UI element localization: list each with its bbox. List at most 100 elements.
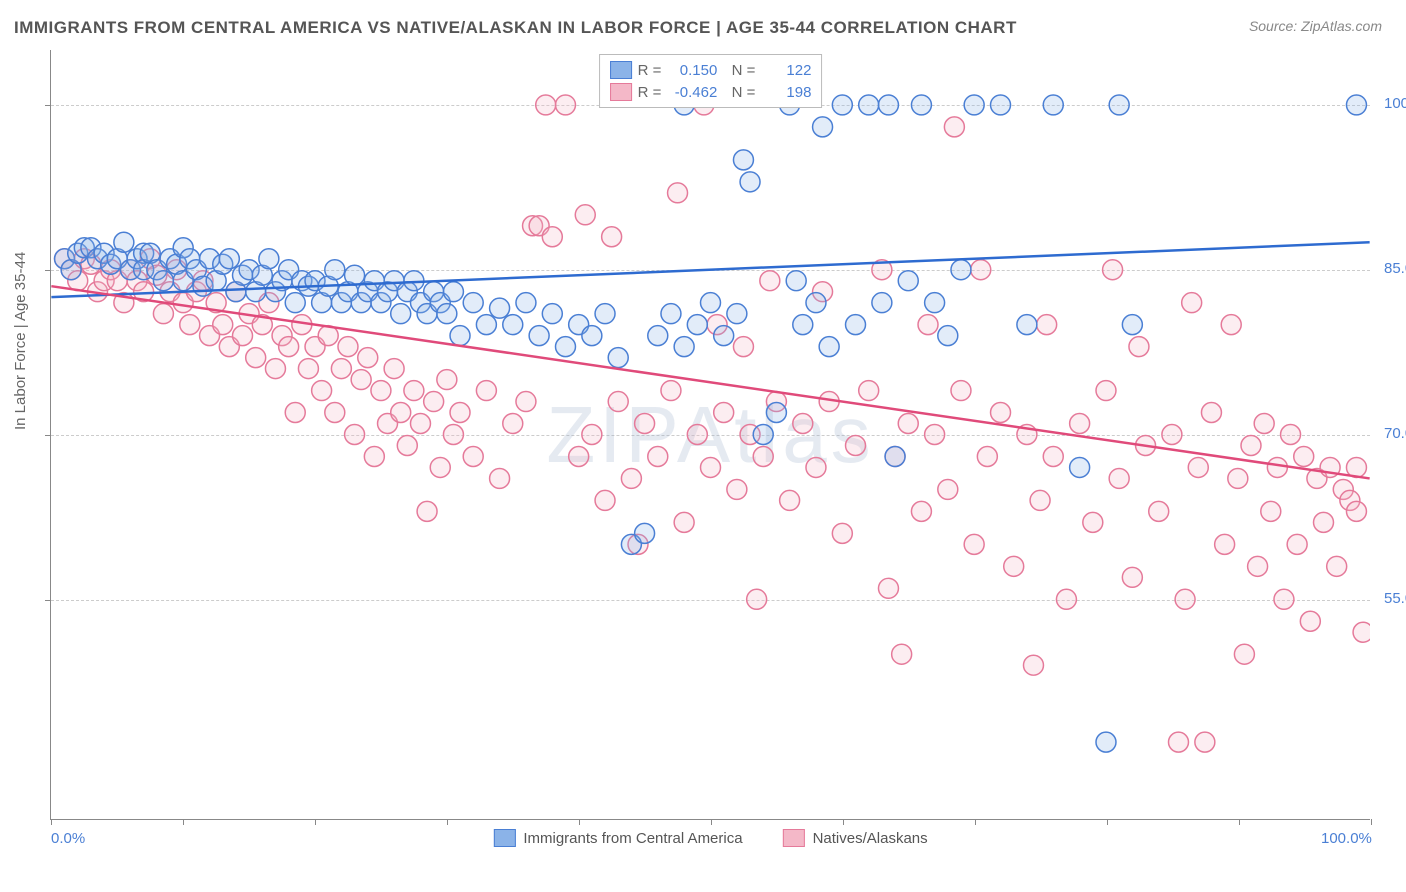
scatter-point [1096, 381, 1116, 401]
scatter-point [259, 249, 279, 269]
n-value-1: 198 [761, 84, 811, 101]
scatter-point [153, 304, 173, 324]
scatter-point [430, 457, 450, 477]
x-tick-mark [1239, 819, 1240, 825]
scatter-point [364, 446, 384, 466]
scatter-point [1287, 534, 1307, 554]
scatter-point [859, 95, 879, 115]
scatter-point [463, 446, 483, 466]
scatter-point [1261, 501, 1281, 521]
legend-item-0: Immigrants from Central America [493, 829, 742, 847]
scatter-point [714, 403, 734, 423]
scatter-point [938, 326, 958, 346]
scatter-point [944, 117, 964, 137]
scatter-point [397, 435, 417, 455]
scatter-point [582, 326, 602, 346]
scatter-point [371, 381, 391, 401]
scatter-point [635, 523, 655, 543]
scatter-point [1109, 95, 1129, 115]
scatter-point [417, 501, 437, 521]
scatter-point [279, 337, 299, 357]
x-tick-label: 100.0% [1321, 830, 1372, 847]
scatter-point [747, 589, 767, 609]
scatter-point [648, 446, 668, 466]
scatter-point [1254, 414, 1274, 434]
scatter-point [331, 359, 351, 379]
legend-bottom-label-1: Natives/Alaskans [813, 830, 928, 847]
scatter-point [338, 337, 358, 357]
scatter-point [450, 326, 470, 346]
n-value-0: 122 [761, 62, 811, 79]
scatter-point [760, 271, 780, 291]
scatter-point [503, 414, 523, 434]
scatter-point [1056, 589, 1076, 609]
scatter-point [476, 315, 496, 335]
scatter-point [938, 479, 958, 499]
scatter-point [661, 381, 681, 401]
scatter-point [1221, 315, 1241, 335]
scatter-point [410, 414, 430, 434]
scatter-point [490, 298, 510, 318]
scatter-point [556, 95, 576, 115]
scatter-point [569, 446, 589, 466]
scatter-point [443, 282, 463, 302]
chart-title: IMMIGRANTS FROM CENTRAL AMERICA VS NATIV… [14, 18, 1017, 38]
x-tick-mark [1107, 819, 1108, 825]
scatter-point [325, 260, 345, 280]
scatter-point [753, 425, 773, 445]
series-legend: Immigrants from Central America Natives/… [493, 829, 927, 847]
scatter-point [892, 644, 912, 664]
scatter-point [233, 326, 253, 346]
scatter-point [1004, 556, 1024, 576]
scatter-point [991, 403, 1011, 423]
scatter-point [325, 403, 345, 423]
legend-row-series-1: R = -0.462 N = 198 [610, 81, 812, 103]
y-tick-label: 70.0% [1372, 425, 1406, 442]
scatter-point [806, 293, 826, 313]
scatter-point [1281, 425, 1301, 445]
scatter-point [766, 403, 786, 423]
scatter-point [1241, 435, 1261, 455]
scatter-point [911, 501, 931, 521]
x-tick-mark [447, 819, 448, 825]
scatter-point [391, 304, 411, 324]
n-label-0: N = [723, 62, 755, 79]
x-tick-mark [315, 819, 316, 825]
scatter-point [246, 348, 266, 368]
scatter-point [806, 457, 826, 477]
r-label-0: R = [638, 62, 662, 79]
scatter-point [1274, 589, 1294, 609]
scatter-point [1188, 457, 1208, 477]
scatter-point [312, 381, 332, 401]
r-value-0: 0.150 [667, 62, 717, 79]
scatter-point [476, 381, 496, 401]
scatter-point [648, 326, 668, 346]
scatter-point [1346, 95, 1366, 115]
scatter-point [575, 205, 595, 225]
scatter-point [1169, 732, 1189, 752]
scatter-point [1294, 446, 1314, 466]
scatter-point [285, 293, 305, 313]
scatter-point [595, 490, 615, 510]
correlation-legend: R = 0.150 N = 122 R = -0.462 N = 198 [599, 54, 823, 108]
scatter-point [391, 403, 411, 423]
scatter-point [153, 271, 173, 291]
scatter-point [463, 293, 483, 313]
scatter-point [714, 326, 734, 346]
r-label-1: R = [638, 84, 662, 101]
scatter-point [1215, 534, 1235, 554]
scatter-point [358, 348, 378, 368]
scatter-point [490, 468, 510, 488]
scatter-point [819, 337, 839, 357]
scatter-point [674, 337, 694, 357]
scatter-point [345, 265, 365, 285]
scatter-point [786, 271, 806, 291]
scatter-point [674, 512, 694, 532]
scatter-point [911, 95, 931, 115]
scatter-point [753, 446, 773, 466]
scatter-point [285, 403, 305, 423]
scatter-point [951, 260, 971, 280]
n-label-1: N = [723, 84, 755, 101]
chart-plot-area: ZIPAtlas R = 0.150 N = 122 R = -0.462 N … [50, 50, 1370, 820]
scatter-point [668, 183, 688, 203]
